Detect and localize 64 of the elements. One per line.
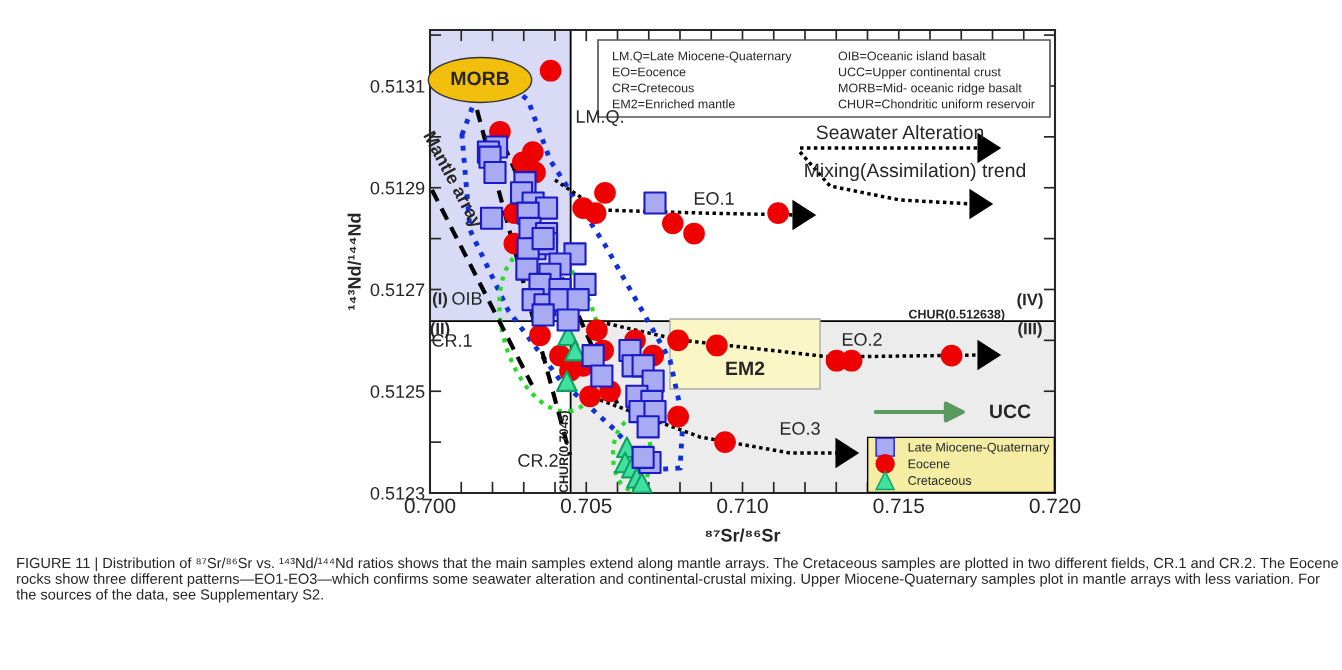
annotation: OIB [452, 292, 482, 305]
annotation: EO.2 [842, 333, 882, 346]
point [566, 288, 590, 312]
point [594, 181, 616, 204]
annotation: EM2=Enriched mantle [613, 99, 735, 109]
point [714, 431, 736, 453]
annotation: UCC [990, 404, 1031, 419]
point [661, 212, 684, 235]
y-tick-label: 0.5125 [370, 385, 425, 398]
point [706, 334, 728, 357]
annotation: LM.Q. [576, 110, 623, 127]
point [579, 385, 601, 408]
point [539, 59, 562, 82]
point [667, 405, 689, 428]
annotation: Seawater Alteration [816, 124, 984, 140]
point [590, 364, 614, 388]
point [556, 370, 578, 392]
annotation: CR.2 [518, 454, 558, 467]
annotation: (IV) [1017, 293, 1043, 309]
point [767, 202, 789, 225]
legend-label: Eocene [908, 459, 950, 469]
annotation: EO=Eocence [613, 67, 686, 77]
point [529, 324, 551, 347]
y-tick-label: 0.5131 [370, 79, 425, 93]
point [586, 319, 608, 342]
ref-line-label: CHUR(0.512638) [908, 309, 1005, 322]
x-tick-label: 0.720 [1029, 498, 1081, 514]
legend-label: Late Miocene-Quaternary [908, 442, 1050, 455]
annotation: EO.1 [694, 192, 734, 205]
x-axis-title: ⁸⁷Sr/⁸⁶Sr [705, 528, 781, 542]
y-tick-label: 0.5123 [370, 486, 425, 500]
annotation: EO.3 [780, 422, 820, 435]
annotation: LM.Q=Late Miocene-Quaternary [613, 51, 792, 63]
y-tick-label: 0.5129 [370, 181, 425, 195]
annotation: (III) [1018, 322, 1042, 338]
annotation: (I) [432, 292, 448, 308]
annotation: OIB=Oceanic island basalt [838, 51, 986, 61]
point [636, 415, 660, 439]
legend-label: Cretaceous [908, 476, 972, 485]
point [531, 303, 555, 327]
annotation: EM2 [726, 361, 765, 376]
point [631, 471, 653, 493]
point [581, 344, 605, 368]
point [584, 202, 607, 225]
y-tick-label: 0.5127 [370, 283, 425, 297]
point [683, 222, 705, 245]
point [479, 206, 504, 230]
point [483, 160, 507, 185]
annotation: CHUR=Chondritic uniform reservoir [838, 99, 1035, 109]
x-tick-label: 0.715 [873, 498, 924, 514]
point [556, 308, 580, 332]
annotation: MORB=Mid- oceanic ridge basalt [839, 83, 1022, 95]
point [643, 191, 667, 215]
x-tick-label: 0.700 [404, 498, 456, 514]
x-tick-label: 0.710 [717, 498, 768, 514]
annotation: UCC=Upper continental crust [838, 67, 1001, 79]
annotation: CR=Cretecous [612, 83, 694, 93]
caption: FIGURE 11 | Distribution of ⁸⁷Sr/⁸⁶Sr vs. ¹⁴³Nd/¹⁴⁴Nd ratios shows that the main samples extend along mantle arrays. The Cretaceous samples are plotted in two different fields, CR.1 and CR.2. The Eocene rocks show three different patterns—EO1-EO3—which confirms some seawater alteration and continental-crustal mixing. Upper Miocene-Quaternary samples plot in mantle arrays with less variation. For the sources of the data, see Supplementary S2. [16, 557, 1339, 603]
y-axis-title: ¹⁴³Nd/¹⁴⁴Nd [347, 213, 361, 310]
x-tick-label: 0.705 [561, 498, 612, 514]
point [940, 344, 963, 367]
annotation: MORB [451, 71, 509, 86]
annotation: Mixing(Assimilation) trend [805, 162, 1026, 182]
point [667, 329, 689, 352]
